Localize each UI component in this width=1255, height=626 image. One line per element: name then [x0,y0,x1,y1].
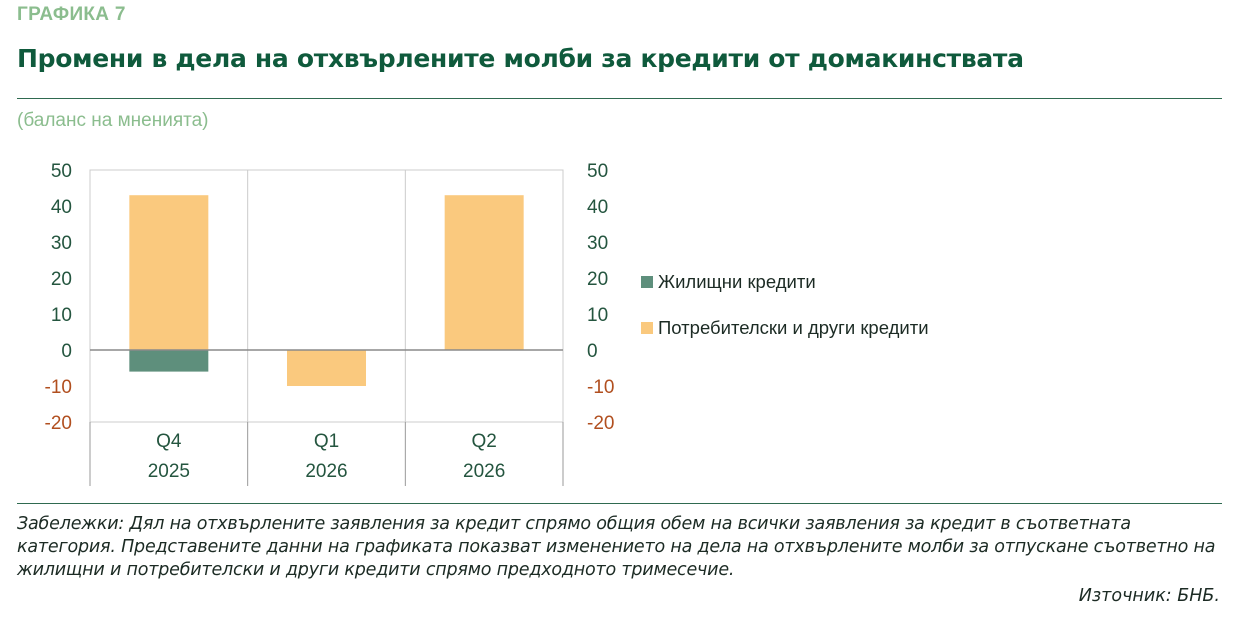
top-divider [17,98,1222,99]
y-tick-label-right: 20 [587,269,608,290]
axes [89,349,564,486]
y-tick-label-left: 20 [51,269,72,290]
y-tick-label-left: 30 [51,233,72,254]
y-tick-label-right: 50 [587,161,608,182]
chart-subtitle: (баланс на мненията) [17,110,209,131]
axis-labels: 50 50 40 40 30 30 20 20 10 10 0 0 -10 -10 -20 -20 Q4 2025… [45,161,615,482]
chart-notes: Забележки: Дял на отхвърлените заявления… [17,514,1216,580]
y-tick-label-left: -10 [45,377,72,398]
x-tick-label-year: 2026 [305,461,347,482]
bars [129,195,524,386]
x-tick-label-year: 2025 [148,461,190,482]
x-tick-label-quarter: Q2 [471,431,496,452]
bar-consumer-q2-2026 [444,195,524,350]
legend: Жилищни кредити Потребителски и други кре… [641,271,929,338]
figure-label: ГРАФИКА 7 [17,4,126,25]
y-tick-label-left: 10 [51,305,72,326]
bar-chart: 50 50 40 40 30 30 20 20 10 10 0 0 -10 -10 -20 -20 Q4 2025… [45,161,929,486]
y-tick-label-right: 10 [587,305,608,326]
chart-title: Промени в дела на отхвърлените молби за … [17,44,1024,73]
plot-border [89,169,564,423]
y-tick-label-left: 40 [51,197,72,218]
y-tick-label-right: 0 [587,341,598,362]
bottom-divider [17,503,1222,504]
y-tick-label-left: 50 [51,161,72,182]
bar-housing-q4-2025 [129,350,209,372]
y-tick-label-right: 30 [587,233,608,254]
legend-label-consumer: Потребителски и други кредити [658,317,929,338]
bar-consumer-q4-2025 [129,195,209,350]
y-tick-label-right: -10 [587,377,614,398]
x-tick-label-year: 2026 [463,461,505,482]
x-tick-label-quarter: Q4 [156,431,182,452]
y-tick-label-left: 0 [61,341,72,362]
y-tick-label-right: -20 [587,413,614,434]
bar-consumer-q1-2026 [287,350,366,386]
gridlines [89,169,564,423]
legend-swatch-housing [641,276,653,288]
y-tick-label-left: -20 [45,413,72,434]
x-tick-label-quarter: Q1 [314,431,339,452]
y-tick-label-right: 40 [587,197,608,218]
legend-label-housing: Жилищни кредити [658,271,816,292]
chart-source: Източник: БНБ. [1078,586,1220,606]
legend-swatch-consumer [641,322,653,334]
